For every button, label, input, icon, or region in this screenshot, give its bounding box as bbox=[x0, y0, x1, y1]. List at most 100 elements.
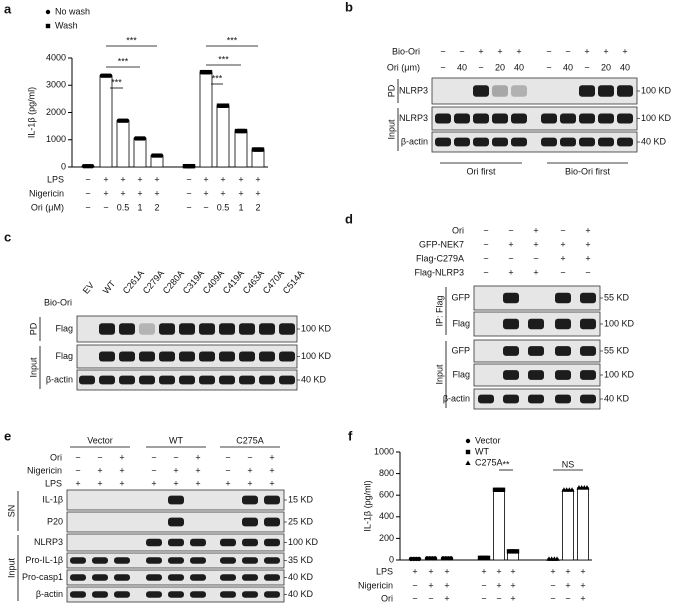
lane-label: EV bbox=[81, 280, 96, 296]
condition-value: − bbox=[203, 202, 208, 212]
row-label: NLRP3 bbox=[399, 113, 428, 123]
condition-value: + bbox=[120, 188, 125, 198]
header-value: + bbox=[119, 452, 124, 462]
size-marker: 100 KD bbox=[641, 85, 672, 95]
significance-label: *** bbox=[218, 54, 229, 64]
header-value: − bbox=[483, 225, 488, 235]
header-value: + bbox=[195, 465, 200, 475]
marker bbox=[465, 449, 471, 455]
band bbox=[511, 113, 527, 124]
condition-value: − bbox=[550, 580, 555, 590]
bar bbox=[577, 487, 589, 561]
band bbox=[242, 591, 258, 598]
band bbox=[492, 85, 508, 97]
band bbox=[199, 351, 215, 362]
band bbox=[99, 323, 115, 335]
band bbox=[555, 346, 571, 356]
band bbox=[242, 538, 258, 547]
significance-label: ** bbox=[502, 459, 510, 469]
band bbox=[114, 557, 130, 564]
header-value: − bbox=[151, 452, 156, 462]
header-value: + bbox=[97, 465, 102, 475]
bar bbox=[133, 137, 147, 168]
band bbox=[199, 323, 215, 335]
row-label: β-actin bbox=[443, 393, 470, 403]
size-marker: 40 KD bbox=[288, 572, 314, 582]
size-marker: 35 KD bbox=[288, 555, 314, 565]
header-value: + bbox=[195, 478, 200, 488]
condition-value: − bbox=[186, 174, 191, 184]
band bbox=[179, 375, 195, 385]
condition-label: Nigericin bbox=[29, 188, 64, 198]
header-value: − bbox=[75, 465, 80, 475]
header-value: + bbox=[533, 267, 538, 277]
significance-label: NS bbox=[562, 459, 575, 469]
header-value: + bbox=[585, 253, 590, 263]
band bbox=[259, 323, 275, 335]
band bbox=[146, 574, 162, 581]
significance-label: *** bbox=[212, 73, 223, 83]
condition-value: + bbox=[154, 188, 159, 198]
y-tick-label: 600 bbox=[379, 490, 394, 500]
size-marker: 40 KD bbox=[301, 374, 327, 384]
condition-value: + bbox=[580, 593, 585, 603]
row-label: β-actin bbox=[46, 374, 73, 384]
band bbox=[503, 346, 519, 356]
condition-value: + bbox=[580, 580, 585, 590]
marker bbox=[45, 23, 51, 29]
lane-label: WT bbox=[101, 278, 118, 296]
condition-value: + bbox=[255, 174, 260, 184]
band bbox=[219, 375, 235, 385]
band bbox=[473, 113, 489, 124]
header-value: + bbox=[560, 253, 565, 263]
header-value: − bbox=[97, 452, 102, 462]
condition-value: + bbox=[238, 174, 243, 184]
condition-value: − bbox=[186, 188, 191, 198]
marker bbox=[259, 147, 265, 152]
condition-value: − bbox=[85, 188, 90, 198]
condition-value: + bbox=[220, 188, 225, 198]
header-value: + bbox=[151, 478, 156, 488]
marker bbox=[448, 556, 454, 561]
bar bbox=[234, 130, 248, 168]
header-value: − bbox=[483, 253, 488, 263]
band bbox=[478, 394, 494, 404]
header-value: + bbox=[247, 478, 252, 488]
band bbox=[264, 517, 280, 527]
legend-label: WT bbox=[475, 446, 489, 456]
condition-value: + bbox=[565, 566, 570, 576]
band bbox=[242, 557, 258, 564]
size-marker: 100 KD bbox=[604, 318, 635, 328]
band bbox=[242, 495, 258, 505]
legend-label: Vector bbox=[475, 435, 501, 445]
condition-value: 0.5 bbox=[117, 202, 130, 212]
marker bbox=[512, 549, 517, 554]
condition-value: + bbox=[444, 566, 449, 576]
condition-value: + bbox=[137, 188, 142, 198]
header-value: + bbox=[622, 46, 627, 56]
condition-value: + bbox=[255, 188, 260, 198]
header-value: + bbox=[119, 465, 124, 475]
marker bbox=[495, 487, 500, 492]
y-tick-label: 3000 bbox=[46, 80, 66, 90]
marker bbox=[554, 556, 560, 561]
marker bbox=[569, 487, 575, 492]
band bbox=[511, 137, 527, 147]
band bbox=[528, 370, 544, 380]
band bbox=[190, 591, 206, 598]
condition-value: − bbox=[85, 202, 90, 212]
band bbox=[220, 591, 236, 598]
condition-value: + bbox=[220, 174, 225, 184]
band bbox=[139, 323, 155, 335]
condition-value: + bbox=[203, 188, 208, 198]
band bbox=[264, 557, 280, 564]
condition-value: − bbox=[428, 593, 433, 603]
bar bbox=[493, 489, 505, 561]
condition-value: − bbox=[496, 593, 501, 603]
group-label: PD bbox=[386, 84, 396, 97]
header-value: − bbox=[247, 452, 252, 462]
condition-value: − bbox=[412, 593, 417, 603]
band bbox=[598, 113, 614, 124]
size-marker: 100 KD bbox=[604, 369, 635, 379]
band bbox=[503, 292, 519, 304]
